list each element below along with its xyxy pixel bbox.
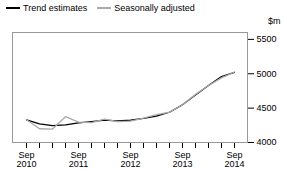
svg-text:Sep2014: Sep2014: [224, 150, 244, 169]
svg-text:Sep2013: Sep2013: [172, 150, 192, 169]
svg-text:4000: 4000: [257, 137, 277, 147]
html-text:Trend estimates: Trend estimates: [23, 3, 88, 13]
html-text:Seasonally adjusted: Seasonally adjusted: [114, 3, 195, 13]
svg-text:5500: 5500: [257, 34, 277, 44]
svg-text:5000: 5000: [257, 69, 277, 79]
svg-text:Sep2011: Sep2011: [69, 150, 88, 169]
svg-text:Sep2012: Sep2012: [120, 150, 140, 169]
svg-text:$m: $m: [268, 16, 281, 26]
svg-text:Sep2010: Sep2010: [16, 150, 36, 169]
svg-text:4500: 4500: [257, 103, 277, 113]
